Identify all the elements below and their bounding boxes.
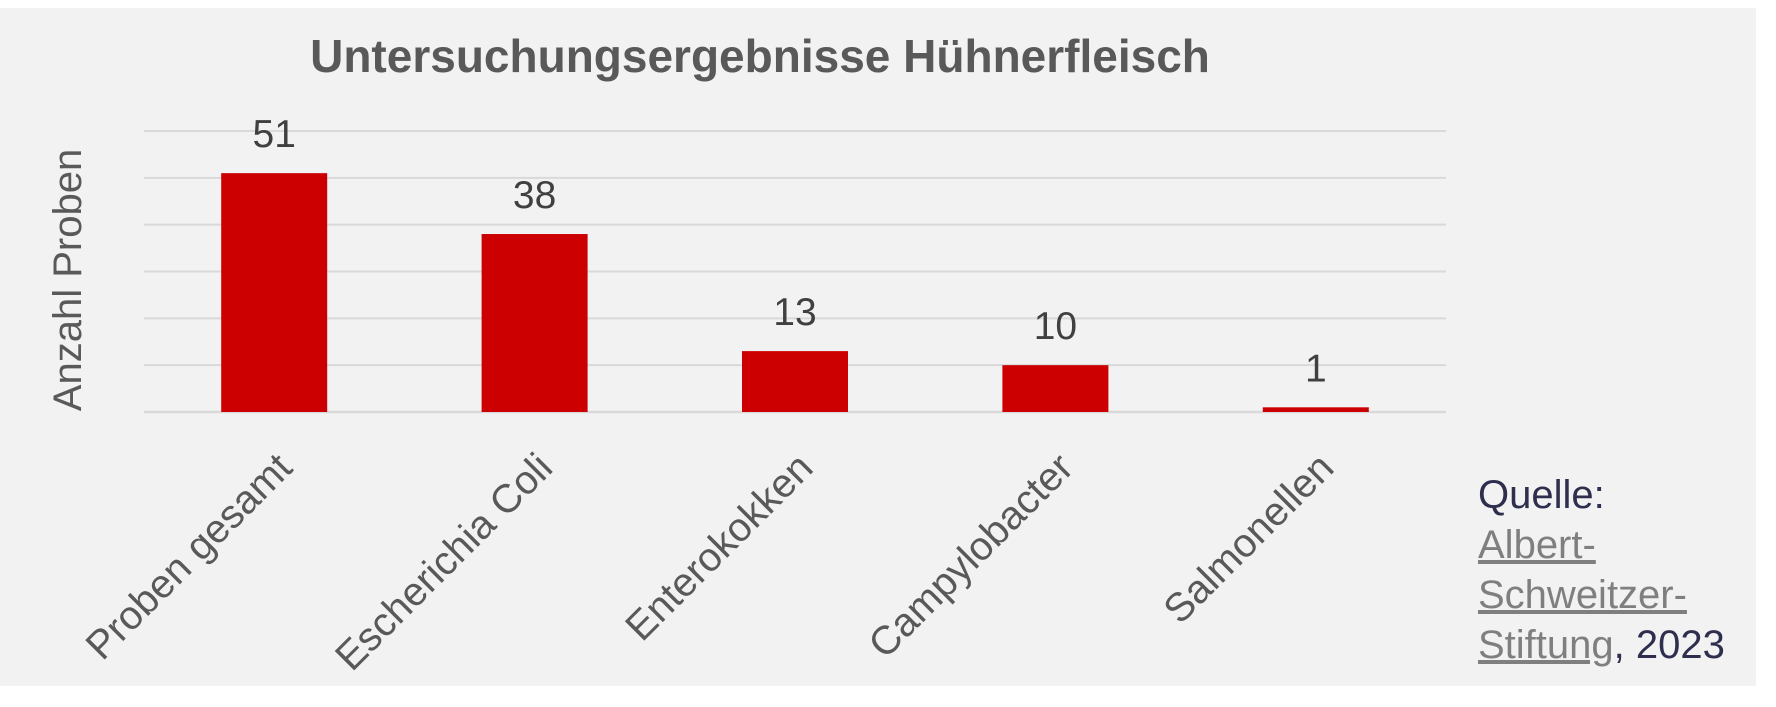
- bar-value-label: 51: [253, 113, 296, 156]
- source-prefix: Quelle:: [1478, 473, 1605, 517]
- bar-value-label: 38: [513, 174, 556, 217]
- chart-title: Untersuchungsergebnisse Hühnerfleisch: [310, 30, 1210, 82]
- source-link-line-3[interactable]: Stiftung: [1478, 623, 1614, 667]
- bar: [221, 173, 328, 412]
- y-axis-label: Anzahl Proben: [46, 149, 90, 411]
- value-labels: 51 38 13 10 1: [253, 113, 1327, 390]
- bar-value-label: 10: [1034, 305, 1077, 348]
- source-link-line-1[interactable]: Albert-: [1478, 523, 1596, 567]
- bar-value-label: 13: [773, 291, 816, 334]
- source-year: , 2023: [1613, 623, 1725, 667]
- gridlines: [144, 130, 1446, 414]
- bar: [1002, 365, 1109, 412]
- source-link-line-2[interactable]: Schweitzer-: [1478, 573, 1687, 617]
- bar: [481, 234, 588, 412]
- source-note: Quelle: Albert- Schweitzer- Stiftung, 20…: [1478, 470, 1768, 670]
- bar: [1262, 407, 1369, 412]
- bar-value-label: 1: [1305, 347, 1327, 390]
- bar-series: [221, 173, 1369, 412]
- bar: [742, 351, 848, 412]
